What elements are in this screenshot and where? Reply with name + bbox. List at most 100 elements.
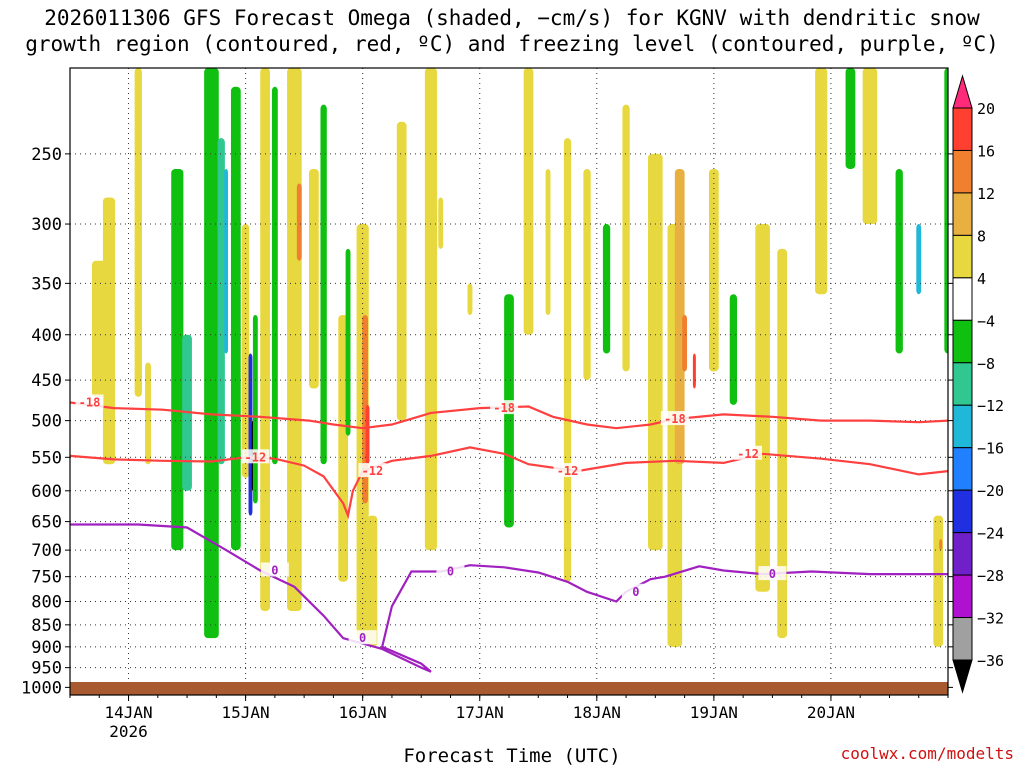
omega-cell [217,138,225,465]
omega-cell [916,224,922,295]
y-tick-label: 650 [31,513,62,533]
colorbar-segment [952,574,973,619]
contour-label: -12 [737,447,759,461]
contour-label-bg [348,630,377,645]
omega-cell [338,315,349,582]
contour-label-bg [490,400,519,415]
omega-cell [345,248,351,436]
omega-cell [91,260,107,397]
temperature-contours: -18 -18 -18 -12 -12 -12 -12 0 0 0 0 0 [70,394,948,673]
contour-label: -12 [362,464,384,478]
omega-cell [674,168,685,465]
x-axis-label: Forecast Time (UTC) [403,745,621,767]
contour-label-bg [260,562,289,577]
omega-cell [944,68,948,354]
omega-cell [682,315,688,372]
y-tick-label: 400 [31,326,62,346]
omega-cell [271,86,278,465]
contour-label-bg [436,563,465,578]
y-tick-label: 300 [31,215,62,235]
y-tick-label: 900 [31,638,62,658]
x-tick-label: 16JAN [339,703,387,722]
omega-cell [729,294,738,405]
contour-label: 0 [359,631,366,645]
omega-cell [777,248,788,639]
omega-cell [438,197,444,249]
omega-cell [241,224,250,478]
omega-cell [224,168,229,354]
colorbar-label: 16 [977,142,995,160]
colorbar-segment [952,532,973,576]
contour-label-bg [241,449,270,464]
chart-title-line2: growth region (contoured, red, ºC) and f… [25,32,999,56]
contour-label: 0 [632,585,639,599]
omega-cell [545,168,551,316]
omega-cell [396,121,407,421]
colorbar-segment [952,319,973,364]
colorbar-segment [952,107,973,151]
colorbar-segment [952,192,973,236]
contour-label: -12 [245,450,267,464]
x-tick-label: 14JAN [104,703,152,722]
y-tick-label: 250 [31,145,62,165]
omega-cell [523,68,534,335]
omega-cell [692,353,696,389]
omega-cell [583,168,591,381]
contour-label-bg [553,463,582,478]
colorbar-label: −32 [977,610,1004,628]
omega-cell [622,104,630,372]
colorbar-label: −4 [977,312,995,330]
contour-label: 0 [271,563,278,577]
colorbar-label: −12 [977,397,1004,415]
credit-link[interactable]: coolwx.com/modelts [840,744,1014,763]
omega-cell [862,68,878,225]
contour-label-bg [358,463,387,478]
omega-cell [602,224,611,354]
contour-label: -18 [664,412,686,426]
y-tick-label: 550 [31,448,62,468]
y-tick-label: 450 [31,371,62,391]
colorbar-segment [952,447,973,491]
omega-cell [320,104,327,465]
contour-label-bg [660,411,689,426]
colorbar-segment [952,489,973,534]
colorbar-arrow-bottom [952,659,973,694]
omega-cell [296,183,302,261]
omega-cell [815,68,828,295]
contour-label-bg [621,583,650,598]
omega-cell [134,68,142,397]
omega-cell [248,353,253,516]
omega-cell [102,197,116,465]
colorbar-label: 12 [977,185,995,203]
x-tick-label: 15JAN [222,703,270,722]
contour-label: 0 [769,567,776,581]
contour-label-bg [758,566,787,581]
y-tick-label: 700 [31,541,62,561]
colorbar-label: −20 [977,482,1004,500]
omega-cell [895,168,903,354]
contour-label: -18 [79,396,101,410]
omega-cell [252,315,258,504]
y-tick-label: 850 [31,616,62,636]
colorbar-label: −16 [977,440,1004,458]
colorbar-segment [952,234,973,279]
omega-cell [367,515,378,647]
omega-cell [648,153,663,551]
omega-cell [563,138,572,582]
contour-label-bg [734,445,763,460]
y-tick-label: 750 [31,568,62,588]
omega-cell [171,168,184,551]
colorbar-label: 8 [977,227,986,245]
omega-cell [230,86,241,551]
y-tick-label: 950 [31,659,62,679]
omega-cell [260,68,270,612]
omega-cell [933,515,944,647]
omega-cell [467,283,473,316]
colorbar-segment [952,362,973,406]
y-tick-label: 350 [31,274,62,294]
contour-label: -12 [557,464,579,478]
y-tick-label: 600 [31,482,62,502]
x-tick-label: 17JAN [456,703,504,722]
